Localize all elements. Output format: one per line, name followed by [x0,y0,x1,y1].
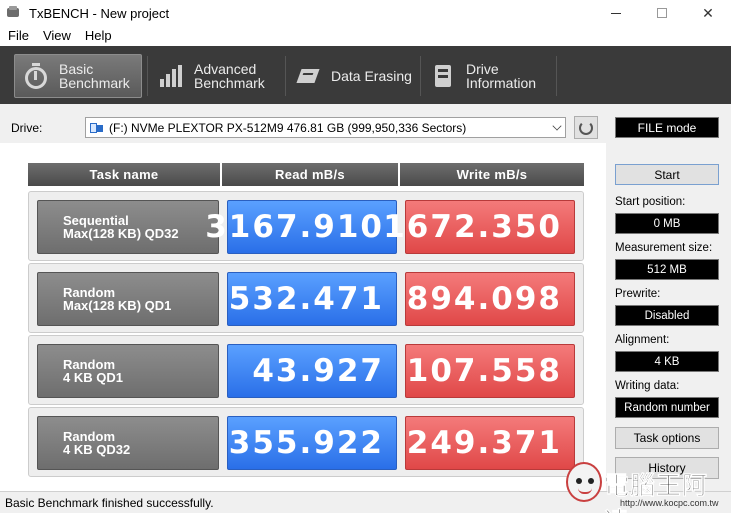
title-bar: TxBENCH - New project ✕ [0,0,731,26]
measurement-size-field[interactable]: 512 MB [615,259,719,280]
write-value: 1672.350 [383,200,575,254]
mascot-icon [566,462,602,502]
tab-basic-benchmark[interactable]: Basic Benchmark [14,54,142,98]
task-name[interactable]: Random 4 KB QD32 [37,416,219,470]
write-value: 107.558 [405,344,575,398]
refresh-icon [579,120,593,135]
watermark: 電腦王阿達 http://www.kocpc.com.tw [560,458,731,513]
file-mode-indicator: FILE mode [615,117,719,138]
app-icon [6,5,22,21]
watermark-text: 電腦王阿達 [604,471,709,513]
drive-select[interactable]: (F:) NVMe PLEXTOR PX-512M9 476.81 GB (99… [85,117,566,138]
tab-data-erasing[interactable]: Data Erasing [287,54,417,98]
drive-icon [90,122,104,134]
maximize-button[interactable] [639,0,685,26]
toolbar-divider [147,56,148,96]
tab-data-erasing-label: Data Erasing [331,68,412,84]
drive-info-icon [430,63,456,89]
toolbar-divider [285,56,286,96]
status-bar: Basic Benchmark finished successfully. [0,491,731,513]
tab-advanced-benchmark[interactable]: Advanced Benchmark [150,54,280,98]
measurement-size-label: Measurement size: [615,242,713,254]
header-write: Write mB/s [400,163,584,186]
task-options-button[interactable]: Task options [615,427,719,449]
task-name[interactable]: Sequential Max(128 KB) QD32 [37,200,219,254]
toolbar-divider [420,56,421,96]
task-name[interactable]: Random 4 KB QD1 [37,344,219,398]
prewrite-label: Prewrite: [615,288,661,300]
read-value: 3167.910 [205,200,397,254]
stopwatch-icon [23,63,49,89]
menu-file[interactable]: File [8,28,29,43]
writing-data-field[interactable]: Random number [615,397,719,418]
write-value: 894.098 [405,272,575,326]
maximize-icon [657,8,667,18]
read-value: 355.922 [227,416,397,470]
tab-advanced-benchmark-label: Advanced Benchmark [194,61,265,91]
read-value: 43.927 [227,344,397,398]
read-value: 532.471 [227,272,397,326]
start-button[interactable]: Start [615,164,719,185]
drive-selected-value: (F:) NVMe PLEXTOR PX-512M9 476.81 GB (99… [109,120,467,135]
writing-data-label: Writing data: [615,380,680,392]
tab-basic-benchmark-label: Basic Benchmark [59,61,130,91]
minimize-icon [611,12,621,14]
write-value: 249.371 [405,416,575,470]
history-button[interactable]: History [615,457,719,479]
prewrite-field[interactable]: Disabled [615,305,719,326]
toolbar-divider [556,56,557,96]
status-text: Basic Benchmark finished successfully. [5,495,214,510]
toolbar: Basic Benchmark Advanced Benchmark Data … [0,46,731,104]
close-button[interactable]: ✕ [685,0,731,26]
bar-chart-icon [158,63,184,89]
menu-view[interactable]: View [42,28,71,43]
tab-drive-information-label: Drive Information [466,61,537,91]
alignment-field[interactable]: 4 KB [615,351,719,372]
menu-bar: File View Help [0,26,731,46]
menu-help[interactable]: Help [84,28,112,43]
close-icon: ✕ [702,4,714,21]
header-task-name: Task name [28,163,220,186]
watermark-url: http://www.kocpc.com.tw [620,498,719,508]
refresh-drives-button[interactable] [574,116,598,139]
drive-label: Drive: [11,121,43,135]
minimize-button[interactable] [593,0,639,26]
eraser-icon [295,63,321,89]
start-position-field[interactable]: 0 MB [615,213,719,234]
tab-drive-information[interactable]: Drive Information [422,54,552,98]
chevron-down-icon [552,121,562,131]
window-title: TxBENCH - New project [29,5,170,21]
alignment-label: Alignment: [615,334,670,346]
start-position-label: Start position: [615,196,686,208]
task-name[interactable]: Random Max(128 KB) QD1 [37,272,219,326]
header-read: Read mB/s [222,163,398,186]
